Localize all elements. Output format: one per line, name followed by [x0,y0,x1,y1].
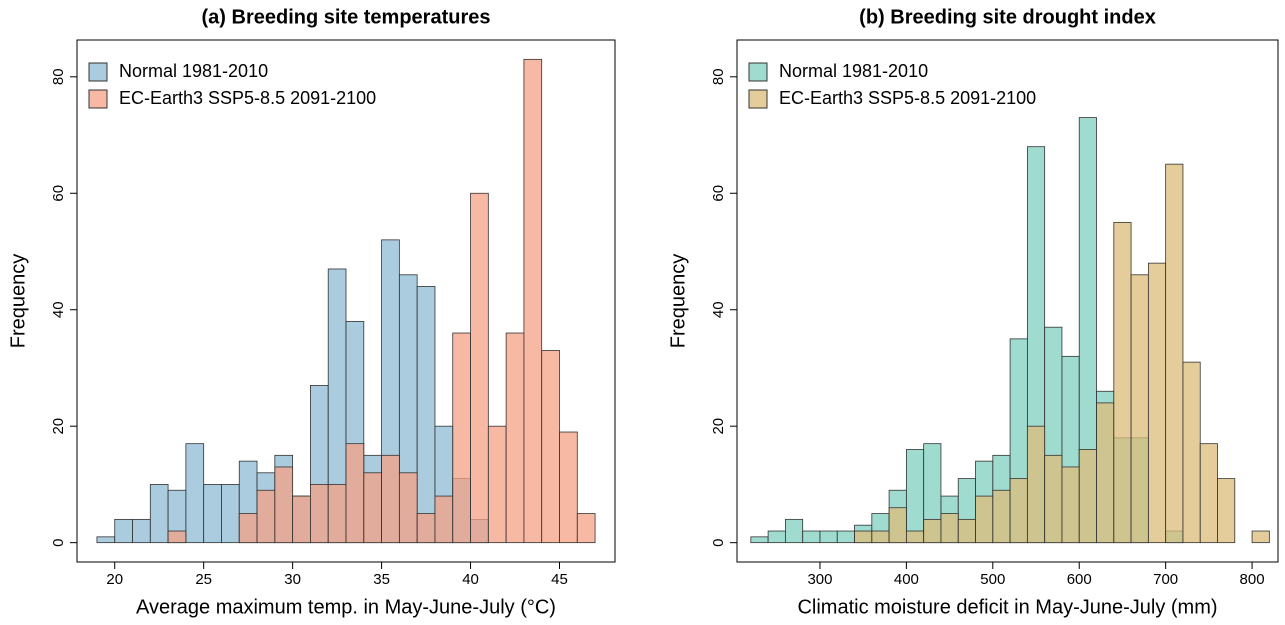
y-tick-label: 0 [710,538,727,546]
bar [381,454,400,544]
plot-box [76,39,616,563]
bar [750,536,769,544]
bar [836,530,855,544]
bar [434,495,454,544]
bar [923,518,942,544]
bar [888,507,907,544]
bar [975,495,994,544]
x-tick-label: 700 [1153,571,1178,588]
bar [940,513,959,544]
bar [871,530,890,544]
x-tick-label: 400 [894,571,919,588]
bar [132,518,151,544]
y-tick-label: 60 [710,185,727,202]
x-tick-label: 35 [373,571,390,588]
bar [541,350,560,544]
bar [784,518,804,544]
y-axis-title: Frequency [7,254,29,349]
bar [292,495,311,544]
bar [238,513,258,544]
legend-swatch [88,62,108,82]
y-tick-label: 80 [50,68,67,85]
bar [905,530,925,544]
x-tick-label: 300 [807,571,832,588]
bar [416,286,436,544]
bar [185,443,205,544]
bar [96,536,116,544]
bar [167,530,187,544]
bar [345,443,365,544]
plot-box [736,39,1279,563]
bar [1147,262,1167,544]
bar [505,332,525,544]
bar [1044,454,1063,544]
bar [398,472,418,544]
bar [256,489,276,544]
bar [363,472,382,544]
bar [1130,274,1149,544]
bar [1009,478,1028,544]
legend-swatch [748,62,768,82]
bar [1113,221,1132,544]
bar [274,466,294,544]
bar [523,58,543,544]
y-axis-title: Frequency [667,254,689,349]
x-tick-label: 500 [980,571,1005,588]
bar [1199,443,1218,544]
x-tick-label: 40 [462,571,479,588]
x-axis-title: Average maximum temp. in May-June-July (… [136,596,556,618]
y-tick-label: 80 [710,68,727,85]
legend-label: EC-Earth3 SSP5-8.5 2091-2100 [119,88,376,108]
bar [1182,361,1201,544]
bar [819,530,838,544]
bar [327,484,347,544]
bar [854,530,873,544]
bar [114,518,133,544]
y-tick-label: 20 [710,418,727,435]
y-tick-label: 60 [50,185,67,202]
legend-label: Normal 1981-2010 [779,61,928,81]
bar [1251,530,1270,544]
bar [221,484,240,544]
x-tick-label: 800 [1240,571,1265,588]
bar [1078,449,1097,544]
bar [1165,163,1184,544]
legend-swatch [748,89,768,109]
bar [470,192,489,544]
chart-title: (b) Breeding site drought index [859,6,1156,28]
y-tick-label: 40 [710,301,727,318]
x-axis-title: Climatic moisture deficit in May-June-Ju… [797,596,1217,618]
bar [992,489,1011,544]
legend-label: EC-Earth3 SSP5-8.5 2091-2100 [779,88,1036,108]
bar [203,484,222,544]
bar [559,431,578,544]
bar [802,530,821,544]
bar [452,332,471,544]
y-tick-label: 40 [50,301,67,318]
legend-label: Normal 1981-2010 [119,61,268,81]
chart-title: (a) Breeding site temperatures [202,6,491,28]
bar [905,449,925,544]
bar [1061,466,1080,544]
bar [310,484,329,544]
x-tick-label: 25 [195,571,212,588]
bar [767,530,786,544]
bar [957,518,976,544]
y-tick-label: 0 [50,538,67,546]
bar [149,484,169,544]
x-tick-label: 45 [551,571,568,588]
x-tick-label: 20 [106,571,123,588]
bar [1096,402,1115,544]
bar [1026,425,1046,544]
bar [1217,478,1236,544]
x-tick-label: 30 [284,571,301,588]
bar [487,425,507,544]
legend-swatch [88,89,108,109]
bar [416,513,436,544]
bar [576,513,596,544]
y-tick-label: 20 [50,418,67,435]
x-tick-label: 600 [1067,571,1092,588]
